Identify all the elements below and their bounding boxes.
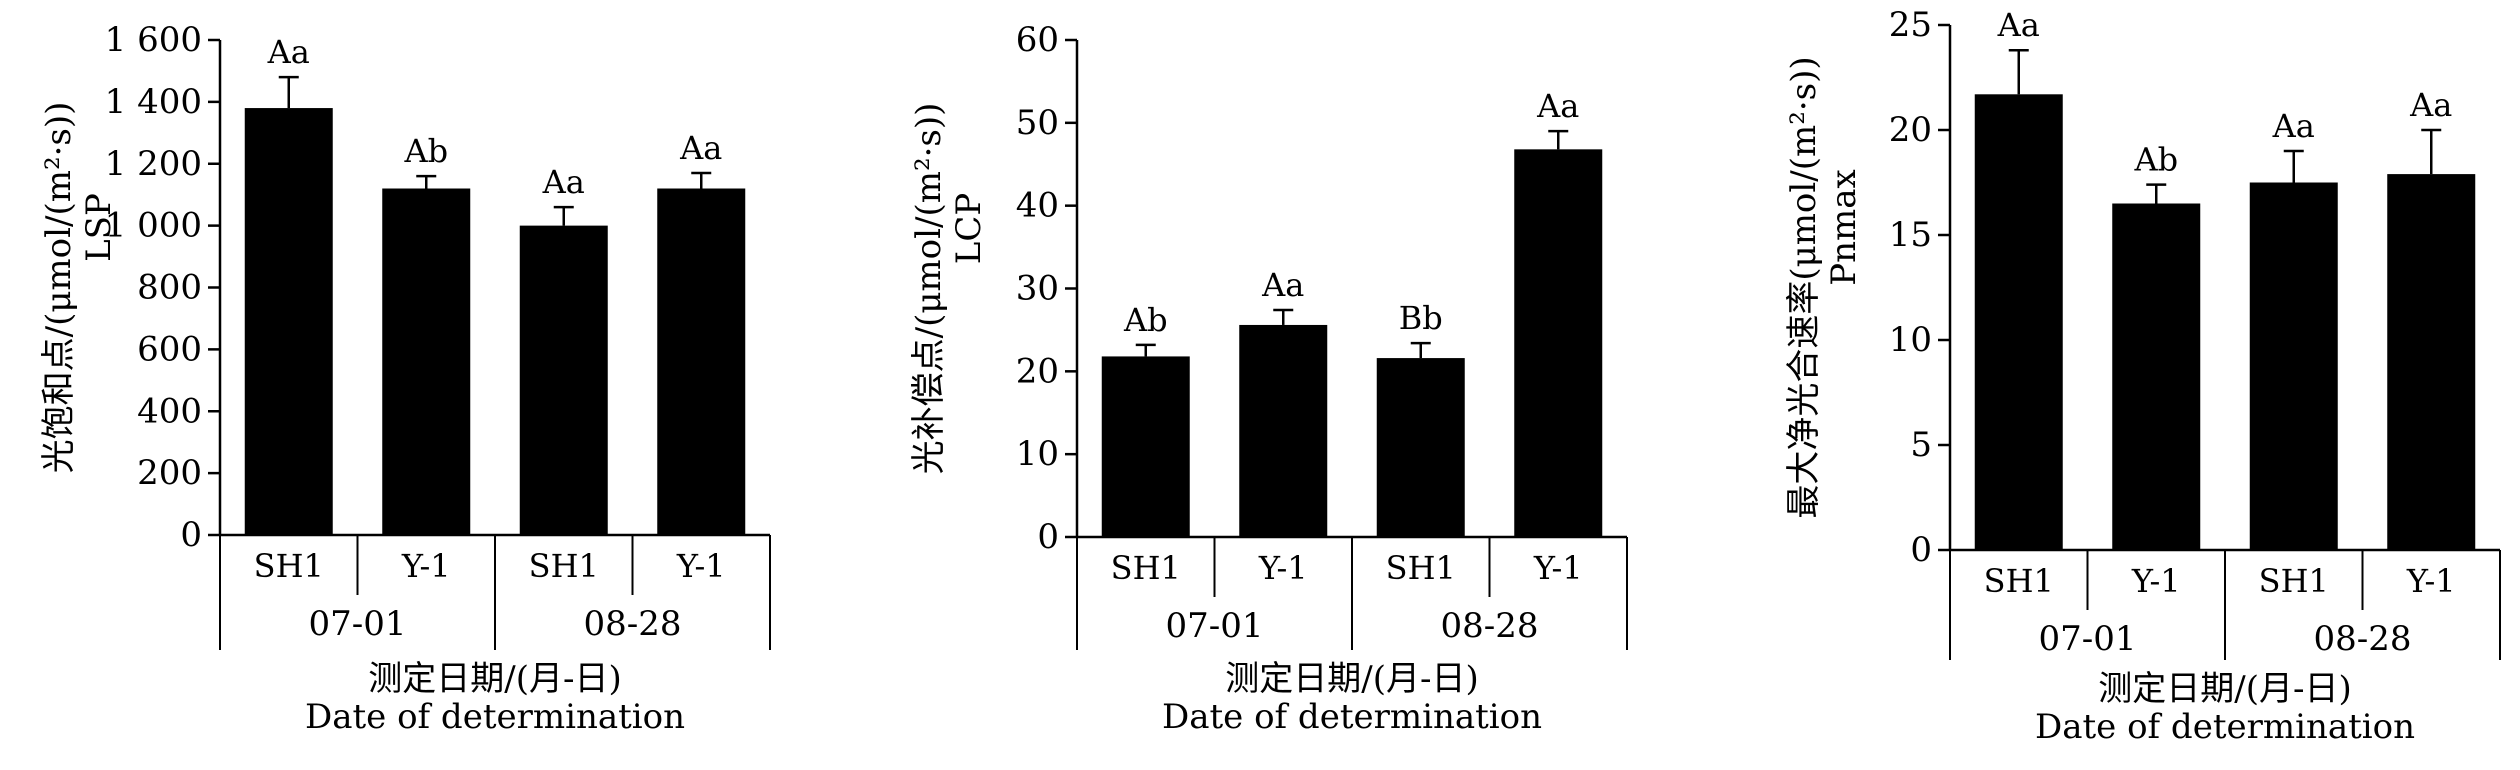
y-tick-label: 30 — [1016, 269, 1059, 309]
chart-1: 0 200 400 600 800 1 000 1 200 1 400 1 600 Aa SH1 Ab… — [39, 20, 771, 737]
y-tick-label: 800 — [137, 268, 202, 308]
bar — [519, 225, 608, 535]
significance-label: Aa — [542, 163, 585, 201]
group-label: 08-28 — [2313, 619, 2411, 659]
chart-3: 0 5 10 15 20 25 Aa SH1 Ab Y-1 Aa SH1 Aa Y-1 07-01 08-28… — [1784, 5, 2501, 747]
y-axis-title-abbrev: Pnmax — [1824, 169, 1864, 285]
group-label: 08-28 — [583, 604, 681, 644]
category-label: Y-1 — [676, 547, 726, 585]
significance-label: Aa — [2409, 86, 2452, 124]
y-tick-label: 25 — [1889, 5, 1932, 45]
bar — [2112, 203, 2201, 550]
y-tick-label: 40 — [1016, 186, 1059, 226]
group-label: 08-28 — [1440, 606, 1538, 646]
bar — [1101, 356, 1190, 537]
y-tick-label: 1 600 — [105, 20, 202, 60]
x-axis-title: 测定日期/(月-日) — [2098, 669, 2351, 709]
category-label: SH1 — [529, 547, 599, 585]
y-tick-label: 20 — [1016, 351, 1059, 391]
y-tick-label: 1 000 — [105, 206, 202, 246]
y-axis-title-abbrev: LSP — [79, 193, 119, 262]
y-tick-label: 0 — [1037, 517, 1059, 557]
category-label: Y-1 — [401, 547, 451, 585]
y-tick-label: 10 — [1016, 434, 1059, 474]
significance-label: Ab — [403, 132, 448, 170]
category-label: SH1 — [1984, 562, 2054, 600]
category-label: SH1 — [254, 547, 324, 585]
y-tick-label: 60 — [1016, 20, 1059, 60]
bar — [657, 188, 746, 535]
bar — [382, 188, 471, 535]
significance-label: Bb — [1399, 299, 1443, 337]
significance-label: Ab — [1123, 301, 1168, 339]
y-tick-label: 0 — [180, 515, 202, 555]
bar — [1376, 358, 1465, 537]
y-tick-label: 5 — [1910, 425, 1932, 465]
y-tick-label: 50 — [1016, 103, 1059, 143]
y-tick-label: 1 200 — [105, 144, 202, 184]
group-label: 07-01 — [2038, 619, 2136, 659]
category-label: Y-1 — [1258, 549, 1308, 587]
category-label: Y-1 — [2406, 562, 2456, 600]
y-tick-label: 20 — [1889, 110, 1932, 150]
category-label: SH1 — [1111, 549, 1181, 587]
bar — [2387, 174, 2476, 550]
y-axis-title-abbrev: LCP — [949, 193, 989, 264]
bar — [1239, 324, 1328, 537]
x-axis-title-en: Date of determination — [305, 697, 685, 737]
bar — [1974, 94, 2063, 551]
significance-label: Aa — [1261, 266, 1304, 304]
significance-label: Aa — [1997, 6, 2040, 44]
group-label: 07-01 — [308, 604, 406, 644]
category-label: SH1 — [1386, 549, 1456, 587]
bar — [1514, 149, 1603, 537]
significance-label: Aa — [679, 129, 722, 167]
x-axis-title-en: Date of determination — [2035, 707, 2415, 747]
y-axis-title: 最大净光合速率(μmol/(m²·s)) — [1784, 56, 1824, 518]
y-tick-label: 600 — [137, 329, 202, 369]
significance-label: Aa — [267, 33, 310, 71]
significance-label: Aa — [1536, 87, 1579, 125]
bar — [2249, 182, 2338, 550]
x-axis-title: 测定日期/(月-日) — [1225, 659, 1478, 699]
y-axis-title: 光补偿点/(μmol/(m²·s)) — [909, 103, 949, 475]
y-tick-label: 0 — [1910, 530, 1932, 570]
category-label: SH1 — [2259, 562, 2329, 600]
bar — [244, 108, 333, 535]
x-axis-title-en: Date of determination — [1162, 697, 1542, 737]
y-axis-title: 光饱和点/(μmol/(m²·s)) — [39, 102, 79, 474]
y-tick-label: 15 — [1889, 215, 1932, 255]
significance-label: Ab — [2133, 141, 2178, 179]
y-tick-label: 400 — [137, 391, 202, 431]
category-label: Y-1 — [1533, 549, 1583, 587]
y-tick-label: 1 400 — [105, 82, 202, 122]
group-label: 07-01 — [1165, 606, 1263, 646]
y-tick-label: 10 — [1889, 320, 1932, 360]
x-axis-title: 测定日期/(月-日) — [368, 659, 621, 699]
category-label: Y-1 — [2131, 562, 2181, 600]
chart-2: 0 10 20 30 40 50 60 Ab SH1 Aa Y-1 Bb SH1 Aa Y-1 07-01 08… — [909, 20, 1628, 737]
y-tick-label: 200 — [137, 453, 202, 493]
significance-label: Aa — [2272, 107, 2315, 145]
